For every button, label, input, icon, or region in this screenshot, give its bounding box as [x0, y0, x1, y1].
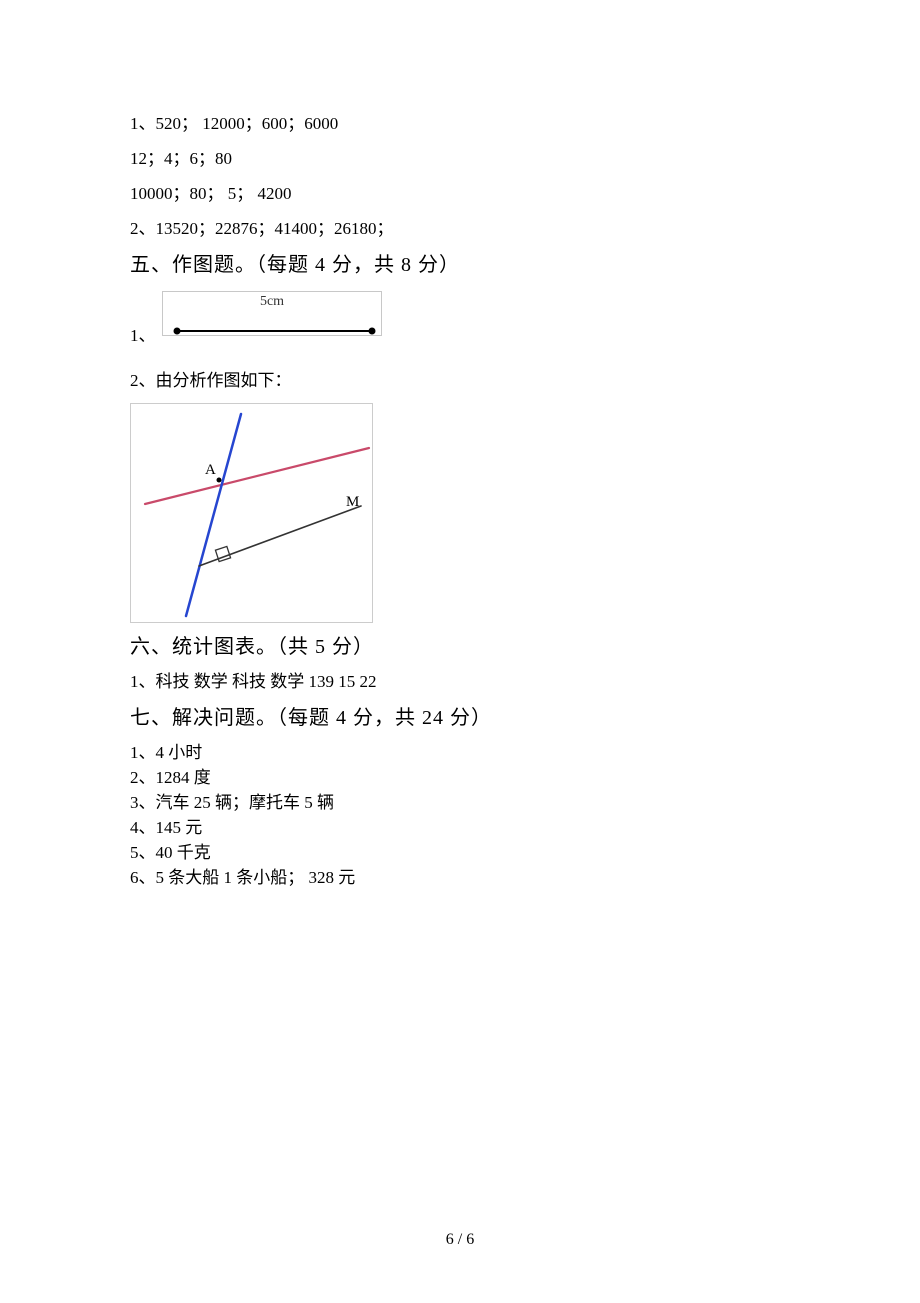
- section4-line3: 10000；80； 5； 4200: [130, 185, 790, 202]
- section6-line1: 1、科技 数学 科技 数学 139 15 22: [130, 673, 790, 690]
- section5-title: 五、作图题。（每题 4 分，共 8 分）: [130, 255, 790, 275]
- geometry-svg: AM: [131, 404, 374, 624]
- svg-text:M: M: [346, 494, 359, 510]
- section4-line2: 12；4；6；80: [130, 150, 790, 167]
- section7-a1: 1、4 小时: [130, 744, 790, 761]
- geometry-figure: AM: [130, 403, 373, 623]
- section7-a3: 3、汽车 25 辆；摩托车 5 辆: [130, 794, 790, 811]
- section6-title: 六、统计图表。（共 5 分）: [130, 637, 790, 657]
- section5-q2: 2、由分析作图如下：: [130, 366, 790, 391]
- section7-a4: 4、145 元: [130, 819, 790, 836]
- section4-line4: 2、13520；22876；41400；26180；: [130, 220, 790, 237]
- section5-q1: 1、 5cm: [130, 291, 790, 348]
- section7-title: 七、解决问题。（每题 4 分，共 24 分）: [130, 708, 790, 728]
- segment-figure: 5cm: [162, 291, 382, 348]
- section4-line1: 1、520； 12000；600；6000: [130, 115, 790, 132]
- section5-q1-number: 1、: [130, 321, 156, 348]
- svg-text:A: A: [205, 462, 216, 478]
- page-number: 6 / 6: [0, 1231, 920, 1249]
- segment-svg: 5cm: [162, 291, 382, 343]
- section7-a5: 5、40 千克: [130, 844, 790, 861]
- svg-text:5cm: 5cm: [259, 294, 283, 309]
- section7-a2: 2、1284 度: [130, 769, 790, 786]
- section7-a6: 6、5 条大船 1 条小船； 328 元: [130, 869, 790, 886]
